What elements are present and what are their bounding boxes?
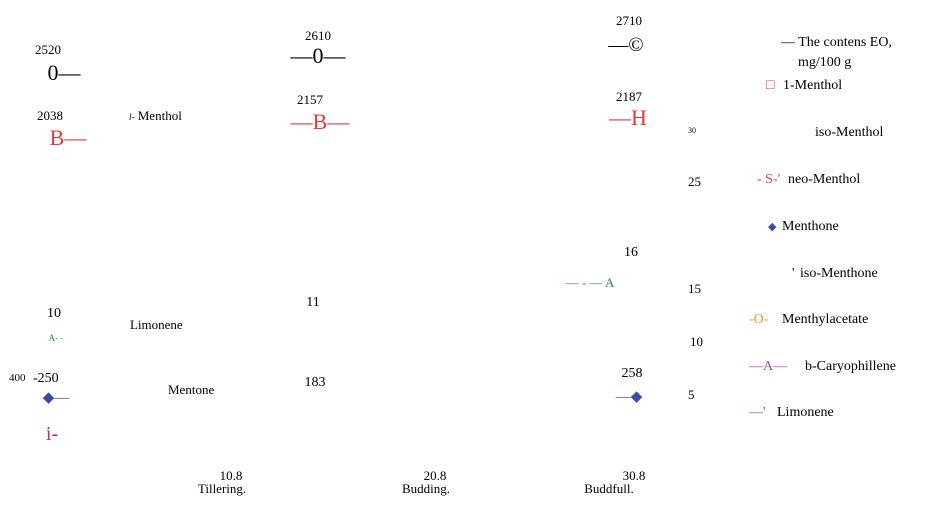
legend-label-iso-menthone: iso-Menthone (800, 266, 878, 281)
legend-marker-b-caryophillene: —A— (748, 359, 788, 374)
legend-label-b-caryophillene: b-Caryophillene (805, 359, 896, 374)
legend-label-1-menthol: 1-Menthol (783, 78, 842, 93)
x-tick-stage-1: Tillering. (198, 481, 246, 496)
legend-item-1-menthol: □ 1-Menthol (766, 78, 842, 93)
series-limonene: 10 A- - Limonene 11 16 — - — A (47, 245, 638, 343)
legend-marker-1-menthol: □ (766, 78, 775, 93)
legend-marker-menthylacetate: -O- (749, 312, 769, 327)
series-eo: 2520 0— 2610 —0— 2710 —© (35, 13, 644, 85)
x-tick-date-1: 10.8 (220, 468, 243, 483)
data-label-menthol-1: 2038 (37, 108, 63, 123)
left-stray-marker: i- (46, 423, 58, 445)
data-label-eo-3: 2710 (616, 13, 642, 28)
data-label-menthol-2: 2157 (297, 92, 324, 107)
marker-menthol-1: B— (50, 125, 88, 150)
legend-marker-neo-menthol: - S-' (757, 172, 780, 187)
legend-label-neo-menthol: neo-Menthol (788, 172, 860, 187)
legend-label-menthylacetate: Menthylacetate (782, 312, 868, 327)
legend-label-menthone: Menthone (782, 219, 839, 234)
x-tick-stage-2: Budding. (402, 481, 450, 496)
legend-item-neo-menthol: - S-' neo-Menthol (757, 172, 860, 187)
legend-item-iso-menthol: iso-Menthol (815, 125, 884, 140)
data-label-mentone-1: -250 (33, 371, 59, 386)
left-stray-value: 400 (9, 372, 26, 384)
legend-label-iso-menthol: iso-Menthol (815, 125, 884, 140)
data-label-limonene-3: 16 (624, 245, 638, 260)
data-label-mentone-2: 183 (305, 375, 326, 390)
series-menthol: 2038 B— l- Menthol 2157 —B— 2187 —H (37, 89, 647, 150)
marker-menthol-2: —B— (290, 109, 351, 134)
legend: — The contens EO, mg/100 g □ 1-Menthol i… (748, 35, 896, 420)
marker-eo-2: —0— (290, 43, 347, 68)
series-mentone: 400 -250 ◆— i- Mentone 183 258 —◆ (9, 366, 643, 445)
right-tick-5: 5 (688, 387, 695, 402)
x-tick-stage-3: Buddfull. (584, 481, 633, 496)
x-tick-date-2: 20.8 (424, 468, 447, 483)
legend-item-b-caryophillene: —A— b-Caryophillene (748, 359, 896, 374)
data-label-limonene-1: 10 (47, 306, 61, 321)
marker-limonene-3: — - — A (565, 275, 615, 290)
legend-item-menthone: ◆ Menthone (768, 219, 839, 234)
data-label-menthol-3: 2187 (616, 89, 643, 104)
marker-mentone-1: ◆— (43, 390, 71, 406)
marker-limonene-1: A- - (49, 333, 64, 343)
legend-item-iso-menthone: ' iso-Menthone (792, 266, 878, 281)
right-tick-10: 10 (690, 334, 703, 349)
legend-title: — The contens EO, (780, 35, 892, 50)
series-label-limonene: Limonene (130, 317, 183, 332)
legend-item-limonene: —' Limonene (748, 405, 834, 420)
marker-eo-1: 0— (48, 60, 82, 85)
right-axis: 30 25 15 10 5 (688, 126, 703, 402)
legend-marker-iso-menthone: ' (792, 266, 795, 281)
marker-mentone-3: —◆ (615, 389, 643, 405)
right-tick-15: 15 (688, 281, 701, 296)
legend-item-menthylacetate: -O- Menthylacetate (749, 312, 868, 327)
legend-marker-limonene: —' (748, 405, 766, 420)
data-label-eo-2: 2610 (305, 28, 331, 43)
legend-unit: mg/100 g (798, 55, 851, 70)
marker-menthol-3: —H (608, 105, 647, 130)
data-label-limonene-2: 11 (306, 295, 319, 310)
series-label-mentone: Mentone (168, 382, 214, 397)
x-tick-date-3: 30.8 (623, 468, 646, 483)
legend-marker-menthone: ◆ (768, 221, 777, 233)
right-tick-25: 25 (688, 174, 701, 189)
data-label-eo-1: 2520 (35, 42, 61, 57)
marker-eo-3: —© (607, 34, 643, 56)
right-tick-30: 30 (688, 126, 696, 135)
x-axis: 10.8 Tillering. 20.8 Budding. 30.8 Buddf… (198, 468, 646, 496)
legend-label-limonene: Limonene (777, 405, 834, 420)
series-label-menthol: l- Menthol (129, 108, 182, 123)
data-label-mentone-3: 258 (622, 366, 643, 381)
